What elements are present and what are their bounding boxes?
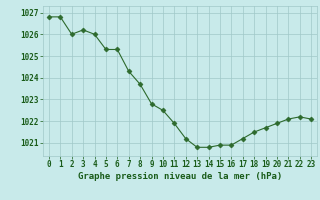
X-axis label: Graphe pression niveau de la mer (hPa): Graphe pression niveau de la mer (hPa)	[78, 172, 282, 181]
